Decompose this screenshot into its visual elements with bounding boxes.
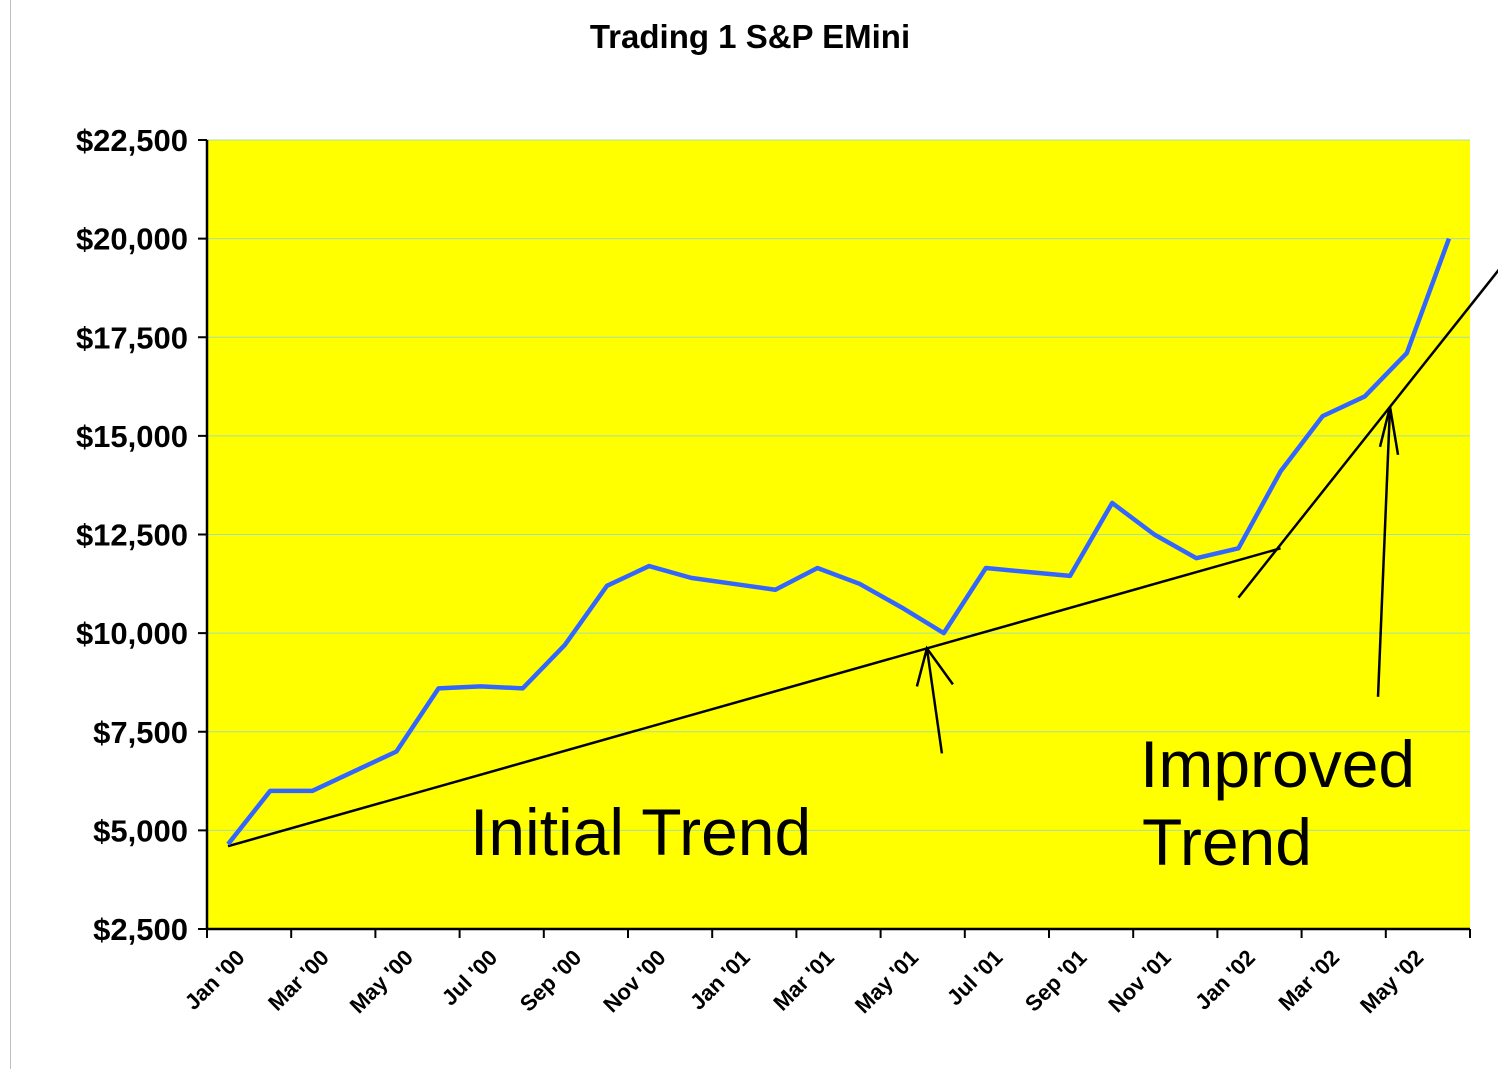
frame-border xyxy=(10,0,11,1069)
x-tick-label: Jan '02 xyxy=(1190,945,1260,1015)
y-tick-label: $15,000 xyxy=(76,419,188,454)
initial-trend-arrowhead xyxy=(915,645,954,687)
y-tick-label: $12,500 xyxy=(76,518,188,553)
y-tick-label: $5,000 xyxy=(93,813,188,848)
gridlines xyxy=(207,139,1470,831)
x-tick-label: Jan '01 xyxy=(685,945,755,1015)
trend-line xyxy=(1237,268,1498,599)
x-tick-label: Jul '01 xyxy=(942,945,1007,1010)
x-axis-ticks: Jan '00 Mar '00 May '00 Jul '00 Sep '00 Nov '… xyxy=(180,929,1471,1018)
chart-title: Trading 1 S&P EMini xyxy=(590,18,910,55)
improved-trend-arrowhead xyxy=(1378,406,1400,455)
series-line xyxy=(226,237,1452,846)
x-tick-label: Jul '00 xyxy=(437,945,502,1010)
improved-trend-arrow xyxy=(1376,406,1392,697)
y-tick-label: $2,500 xyxy=(93,912,188,947)
x-tick-label: May '02 xyxy=(1355,945,1428,1018)
y-axis-ticks: $2,500 $5,000 $7,500 $10,000 $12,500 $15,000 $… xyxy=(76,123,207,947)
trend-lines xyxy=(227,268,1498,848)
y-tick-label: $22,500 xyxy=(76,123,188,158)
improved-trend-label-line2: Trend xyxy=(1142,805,1312,879)
x-tick-label: Sep '00 xyxy=(515,945,587,1017)
x-tick-label: Sep '01 xyxy=(1020,945,1092,1017)
x-tick-label: May '00 xyxy=(345,945,418,1018)
improved-trend-label-line1: Improved xyxy=(1140,727,1415,801)
y-tick-label: $10,000 xyxy=(76,616,188,651)
x-tick-label: Nov '00 xyxy=(598,945,670,1017)
y-tick-label: $20,000 xyxy=(76,222,188,257)
x-tick-label: Jan '00 xyxy=(180,945,250,1015)
x-tick-label: May '01 xyxy=(850,945,923,1018)
initial-trend-label: Initial Trend xyxy=(470,795,811,869)
y-tick-label: $17,500 xyxy=(76,320,188,355)
series-group xyxy=(226,237,1452,846)
x-tick-label: Mar '01 xyxy=(768,945,839,1016)
y-tick-label: $7,500 xyxy=(93,715,188,750)
trend-line xyxy=(227,547,1281,848)
x-tick-label: Nov '01 xyxy=(1103,945,1175,1017)
initial-trend-arrow xyxy=(925,648,944,754)
x-tick-label: Mar '02 xyxy=(1274,945,1345,1016)
x-tick-label: Mar '00 xyxy=(263,945,334,1016)
